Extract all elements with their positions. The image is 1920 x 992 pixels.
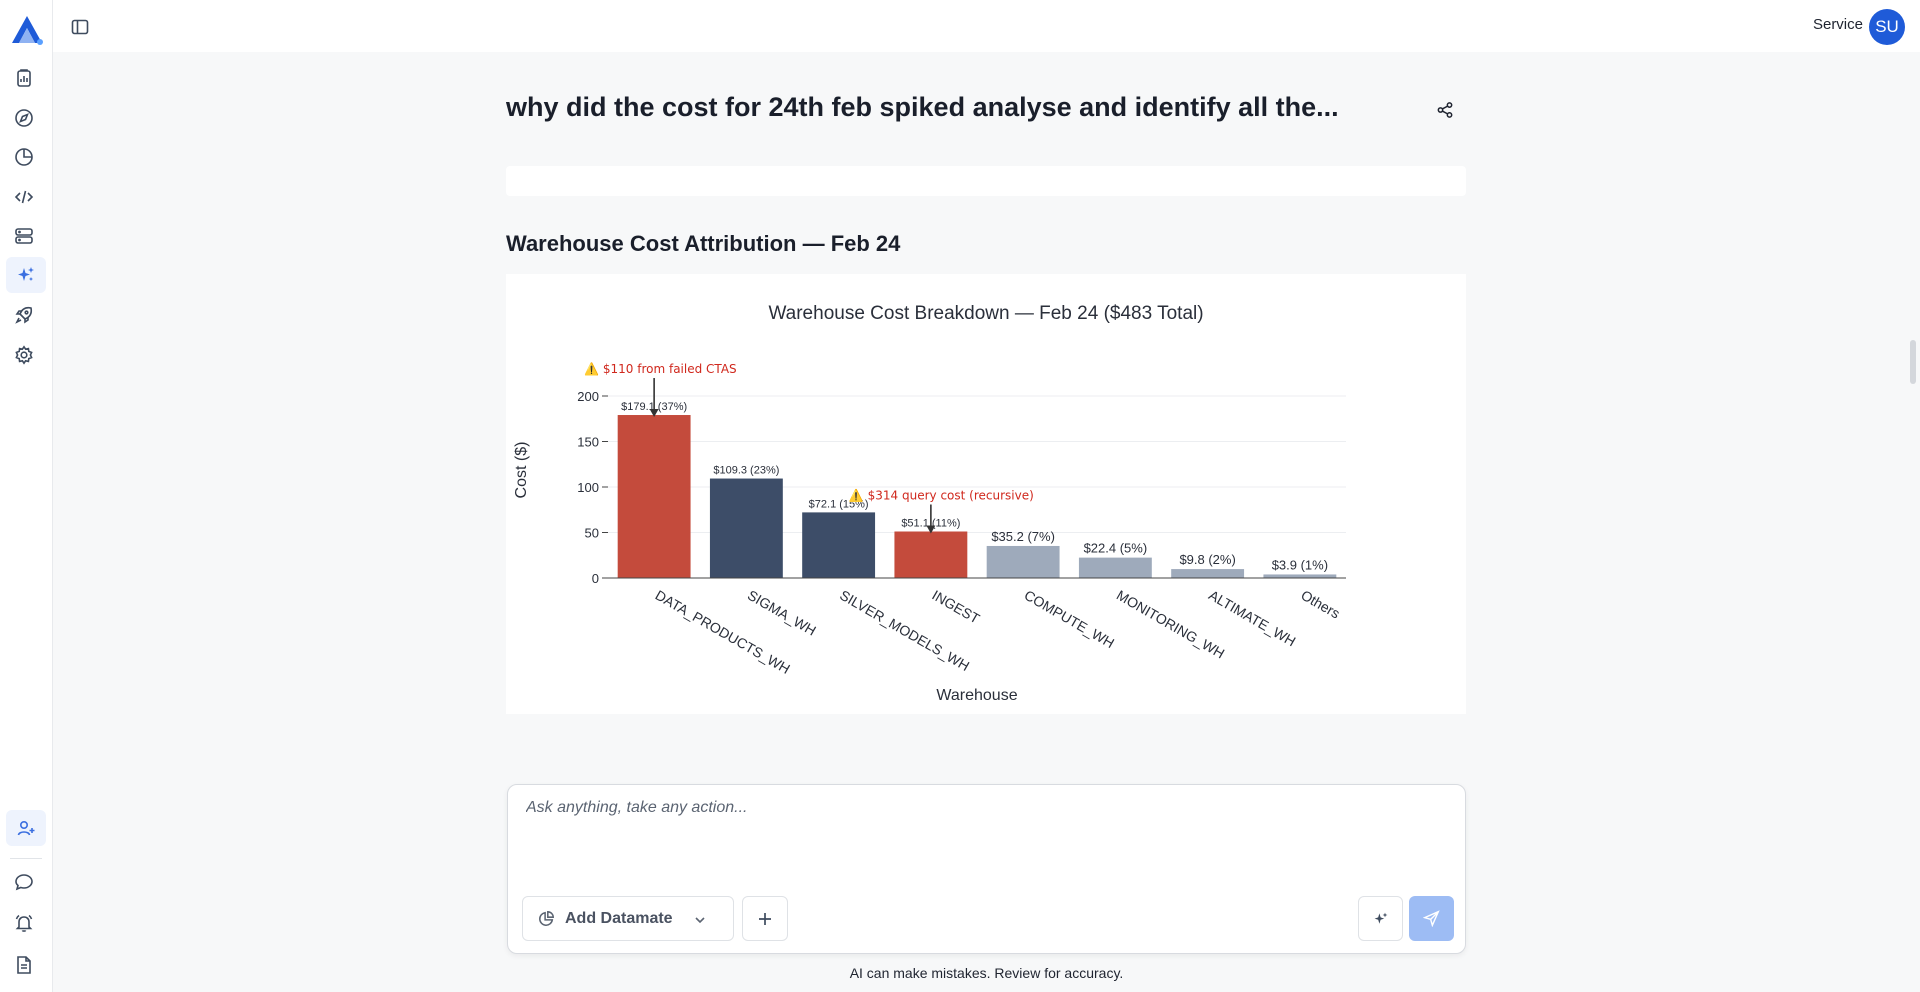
bar bbox=[986, 545, 1060, 578]
bar bbox=[1078, 557, 1152, 578]
chart-card: Warehouse Cost Breakdown — Feb 24 ($483 … bbox=[506, 274, 1466, 714]
app-logo-icon[interactable] bbox=[9, 14, 45, 46]
bar bbox=[617, 415, 691, 578]
bar-value-label: $35.2 (7%) bbox=[991, 529, 1055, 544]
send-icon bbox=[1423, 910, 1440, 927]
chat-icon[interactable] bbox=[11, 869, 37, 895]
page-title: why did the cost for 24th feb spiked ana… bbox=[506, 92, 1339, 122]
chart-title: Warehouse Cost Breakdown — Feb 24 ($483 … bbox=[768, 303, 1203, 324]
sidebar-toggle-icon[interactable] bbox=[70, 17, 90, 37]
plus-icon bbox=[759, 912, 771, 925]
add-datamate-button[interactable]: Add Datamate bbox=[522, 896, 734, 941]
annotation-arrowhead bbox=[926, 525, 936, 534]
settings-icon[interactable] bbox=[11, 342, 37, 368]
x-tick-label: ALTIMATE_WH bbox=[1206, 587, 1298, 650]
annotation-arrowhead bbox=[649, 409, 659, 418]
share-icon[interactable] bbox=[1432, 97, 1458, 123]
add-attachment-button[interactable] bbox=[742, 896, 788, 941]
bar bbox=[709, 478, 783, 578]
bar bbox=[894, 531, 968, 578]
avatar[interactable]: SU bbox=[1869, 9, 1905, 45]
explore-icon[interactable] bbox=[11, 105, 37, 131]
sparkle-icon bbox=[1374, 912, 1387, 924]
chat-input[interactable] bbox=[526, 799, 1426, 859]
bar bbox=[1171, 569, 1245, 578]
chevron-down-icon bbox=[693, 912, 707, 926]
bar-value-label: $109.3 (23%) bbox=[713, 465, 779, 477]
enhance-prompt-button[interactable] bbox=[1358, 896, 1403, 941]
bar-chart: Warehouse Cost Breakdown — Feb 24 ($483 … bbox=[513, 303, 1346, 704]
docs-icon[interactable] bbox=[11, 952, 37, 978]
y-axis-label: Cost ($) bbox=[513, 442, 530, 499]
send-button[interactable] bbox=[1409, 896, 1454, 941]
pie-chart-icon bbox=[537, 910, 555, 928]
annotation-text: ⚠️ $314 query cost (recursive) bbox=[849, 488, 1034, 502]
reports-icon[interactable] bbox=[11, 65, 37, 91]
y-tick-label: 150 bbox=[577, 435, 599, 450]
top-bar: Service SU bbox=[53, 0, 1920, 52]
y-tick-label: 0 bbox=[592, 571, 599, 586]
ai-sparkle-icon[interactable] bbox=[6, 257, 46, 293]
scrollbar-thumb[interactable] bbox=[1910, 340, 1916, 384]
x-tick-label: COMPUTE_WH bbox=[1022, 587, 1118, 651]
add-user-icon[interactable] bbox=[6, 810, 46, 846]
bar-value-label: $9.8 (2%) bbox=[1179, 552, 1235, 567]
ai-disclaimer: AI can make mistakes. Review for accurac… bbox=[849, 965, 1124, 981]
user-name-label: Service bbox=[1812, 16, 1863, 33]
section-title: Warehouse Cost Attribution — Feb 24 bbox=[506, 231, 901, 256]
y-tick-label: 200 bbox=[577, 389, 599, 404]
x-tick-label: Others bbox=[1298, 587, 1342, 622]
collapsed-result-card bbox=[506, 166, 1466, 196]
database-icon[interactable] bbox=[11, 223, 37, 249]
y-tick-label: 50 bbox=[585, 526, 599, 541]
sidebar bbox=[0, 0, 53, 992]
history-icon[interactable] bbox=[11, 144, 37, 170]
notifications-icon[interactable] bbox=[11, 910, 37, 936]
add-datamate-label: Add Datamate bbox=[565, 909, 673, 927]
bar bbox=[802, 512, 876, 578]
code-icon[interactable] bbox=[11, 184, 37, 210]
x-axis-label: Warehouse bbox=[936, 687, 1017, 704]
bar-value-label: $3.9 (1%) bbox=[1272, 557, 1328, 572]
bar bbox=[1263, 574, 1337, 578]
rocket-icon[interactable] bbox=[11, 302, 37, 328]
y-tick-label: 100 bbox=[577, 480, 599, 495]
chat-composer: Add Datamate bbox=[507, 784, 1466, 954]
x-tick-label: SIGMA_WH bbox=[745, 587, 819, 639]
bar-value-label: $22.4 (5%) bbox=[1084, 541, 1148, 556]
sidebar-divider bbox=[10, 858, 42, 859]
annotation-text: ⚠️ $110 from failed CTAS bbox=[584, 362, 737, 376]
bar-value-label: $72.1 (15%) bbox=[809, 498, 869, 510]
x-tick-label: INGEST bbox=[929, 587, 983, 627]
